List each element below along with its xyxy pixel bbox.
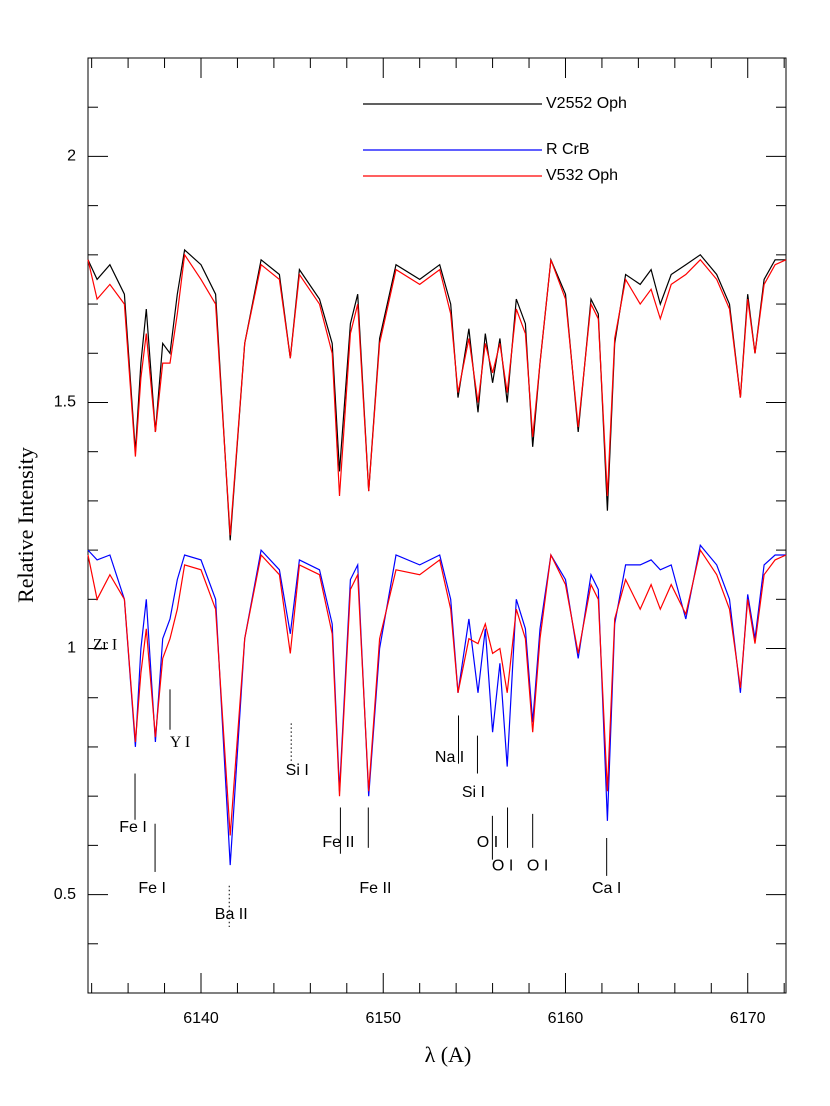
plot-frame — [87, 57, 787, 994]
line-label: Si I — [462, 784, 485, 801]
line-label: Ca I — [592, 880, 621, 897]
x-tick-label: 6150 — [365, 1010, 401, 1027]
line-label: O I — [492, 857, 513, 874]
y-axis-label: Relative Intensity — [13, 447, 38, 603]
x-tick-label: 6170 — [730, 1010, 766, 1027]
spectrum-line — [87, 253, 787, 536]
line-label: Fe I — [119, 819, 147, 836]
y-tick-label: 1 — [67, 640, 76, 657]
y-tick-label: 1.5 — [54, 394, 76, 411]
x-tick-label: 6140 — [183, 1010, 219, 1027]
line-label: Y I — [170, 734, 190, 751]
spectrum-line — [87, 543, 786, 866]
line-label: Fe II — [322, 834, 354, 851]
line-label: Si I — [286, 762, 309, 779]
x-axis-label: λ (A) — [425, 1042, 472, 1067]
line-label: O I — [477, 834, 498, 851]
legend-label: R CrB — [546, 141, 590, 158]
line-label: Zr I — [93, 637, 117, 654]
line-label: Na I — [435, 749, 464, 766]
x-tick-label: 6160 — [548, 1010, 584, 1027]
legend-label: V2552 Oph — [546, 95, 627, 112]
line-label: O I — [527, 857, 548, 874]
line-label: Fe II — [359, 880, 391, 897]
line-label: Fe I — [138, 880, 166, 897]
y-tick-label: 0.5 — [54, 886, 76, 903]
legend-label: V532 Oph — [546, 167, 618, 184]
line-label: Ba II — [215, 906, 248, 923]
spectrum-line — [87, 548, 787, 836]
y-tick-label: 2 — [67, 148, 76, 165]
